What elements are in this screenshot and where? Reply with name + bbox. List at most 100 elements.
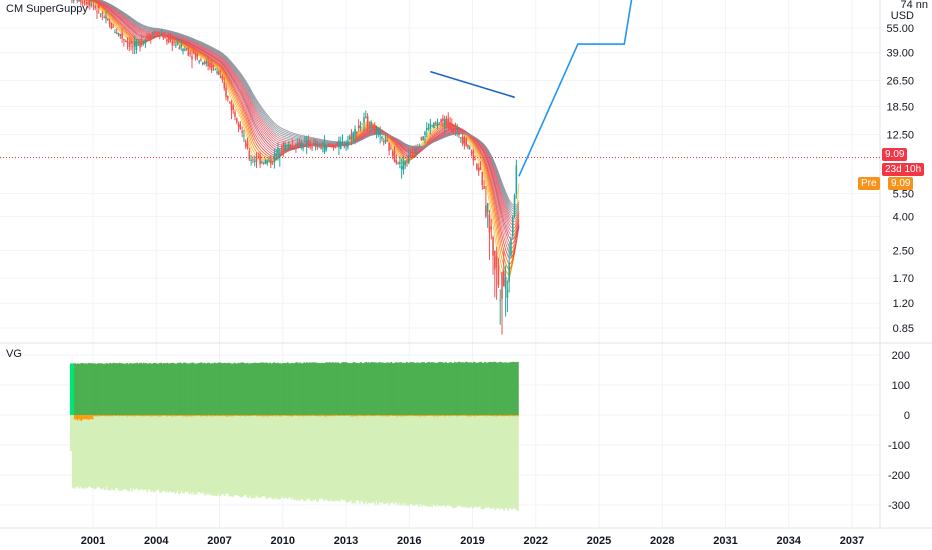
indicator-title-main[interactable]: CM SuperGuppy	[6, 3, 88, 15]
price-bar-body	[225, 87, 227, 98]
vg-bar-negative	[122, 415, 125, 490]
price-bar-body	[375, 128, 378, 133]
vg-bar-negative	[223, 415, 226, 496]
price-bar-body	[259, 155, 261, 165]
vg-bar-orange	[209, 415, 212, 417]
vg-bar-negative	[144, 415, 146, 490]
vg-bar-positive	[367, 362, 370, 415]
price-bar-body	[449, 121, 451, 129]
vg-bar-orange	[176, 415, 179, 417]
vg-bar-negative	[429, 415, 432, 506]
vg-bar-negative	[409, 415, 412, 504]
vg-bar-positive	[509, 362, 512, 415]
vg-bar-orange	[362, 415, 365, 417]
vg-bar-negative	[218, 415, 221, 497]
indicator-title-vg[interactable]: VG	[6, 348, 22, 360]
price-bar-body	[332, 145, 335, 148]
vg-bar-positive	[176, 362, 179, 415]
vg-bar-negative	[198, 415, 201, 493]
trend-line[interactable]	[430, 70, 515, 99]
vg-bar-orange	[441, 415, 443, 416]
vg-bar-orange	[436, 415, 438, 416]
price-bar-body	[415, 149, 417, 154]
vg-bar-orange	[116, 415, 118, 416]
vg-bar-orange	[281, 415, 284, 416]
vg-bar-negative	[247, 415, 250, 498]
price-bar-body	[72, 0, 75, 1]
vg-bar-positive	[412, 362, 414, 415]
vg-bar-positive	[238, 363, 241, 415]
vg-bar-negative	[174, 415, 176, 494]
vg-bar-negative	[477, 415, 480, 507]
vg-bar-positive	[366, 362, 369, 415]
vg-bar-negative	[317, 415, 319, 502]
vg-bar-negative	[356, 415, 359, 501]
vg-bar-orange	[303, 415, 306, 417]
vg-bar-positive	[305, 362, 308, 415]
price-bar-body	[237, 123, 240, 127]
vg-bar-orange	[271, 415, 274, 417]
price-bar-body	[329, 145, 331, 147]
price-bar-body	[510, 239, 512, 256]
vg-bar-positive	[132, 363, 135, 415]
vg-bar-negative	[455, 415, 457, 508]
vg-bar-orange	[364, 415, 366, 417]
projection-line[interactable]	[518, 0, 633, 177]
vg-bar-positive	[109, 362, 112, 415]
vg-bar-negative	[101, 415, 103, 490]
price-bar-body	[296, 143, 299, 146]
vg-bar-positive	[285, 363, 288, 415]
vg-bar-positive	[427, 362, 429, 415]
vg-bar-orange	[240, 415, 242, 417]
vg-bar-negative	[413, 415, 416, 506]
price-bar-body	[454, 126, 457, 130]
vg-bar-positive	[346, 362, 349, 415]
vg-bar-negative	[402, 415, 404, 503]
vg-bar-positive	[338, 363, 341, 415]
vg-bar-orange	[297, 415, 299, 416]
price-bar-body	[461, 136, 464, 144]
price-bar-body	[388, 142, 390, 151]
vg-bar-positive	[252, 362, 255, 415]
price-bar-body	[413, 152, 415, 154]
vg-bar-orange	[141, 415, 144, 417]
vg-bar-negative	[240, 415, 242, 498]
vg-bar-negative	[75, 415, 78, 487]
vg-bar-orange	[442, 415, 445, 416]
vg-bar-positive	[443, 362, 446, 415]
vg-bar-orange	[409, 415, 412, 416]
vg-bar-positive	[175, 363, 178, 415]
price-bar-body	[123, 39, 125, 41]
vg-bar-positive	[130, 362, 132, 415]
vg-bar-negative	[108, 415, 111, 491]
vg-bar-orange	[314, 415, 317, 417]
price-bar-body	[115, 32, 118, 34]
vg-bar-orange	[76, 415, 79, 421]
vg-bar-negative	[510, 415, 513, 510]
vg-bar-positive	[333, 362, 336, 415]
vg-bar-positive	[185, 363, 188, 415]
vg-scale[interactable]: 200 100 0 -100 -200 -300	[888, 350, 910, 512]
vg-bar-negative	[479, 415, 481, 507]
price-bar-body	[506, 289, 509, 298]
vg-bar-orange	[366, 415, 369, 416]
vg-bar-orange	[212, 415, 214, 416]
vg-bar-negative	[155, 415, 158, 491]
vg-bar-orange	[130, 415, 132, 416]
vg-bar-start-negative	[69, 415, 74, 451]
vg-bar-negative	[432, 415, 435, 505]
vg-bar-positive	[370, 362, 373, 415]
vg-bar-positive	[87, 363, 89, 415]
vg-bar-positive	[484, 361, 486, 415]
vg-bar-positive	[343, 362, 346, 415]
vg-bar-orange	[74, 415, 77, 420]
vg-bar-negative	[170, 415, 173, 493]
price-bar-body	[495, 256, 498, 267]
price-scale[interactable]: 0.85 1.20 1.70 2.50 4.00 5.50 12.50 18.50 26.50 3…	[886, 23, 914, 335]
price-bar-body	[210, 63, 213, 71]
vg-bar-negative	[452, 415, 455, 509]
vg-bar-positive	[297, 362, 299, 415]
vg-bar-negative	[97, 415, 99, 487]
time-scale[interactable]: 2001 2004 2007 2010 2013 2016 2019 2022 2025 2028…	[81, 535, 864, 547]
